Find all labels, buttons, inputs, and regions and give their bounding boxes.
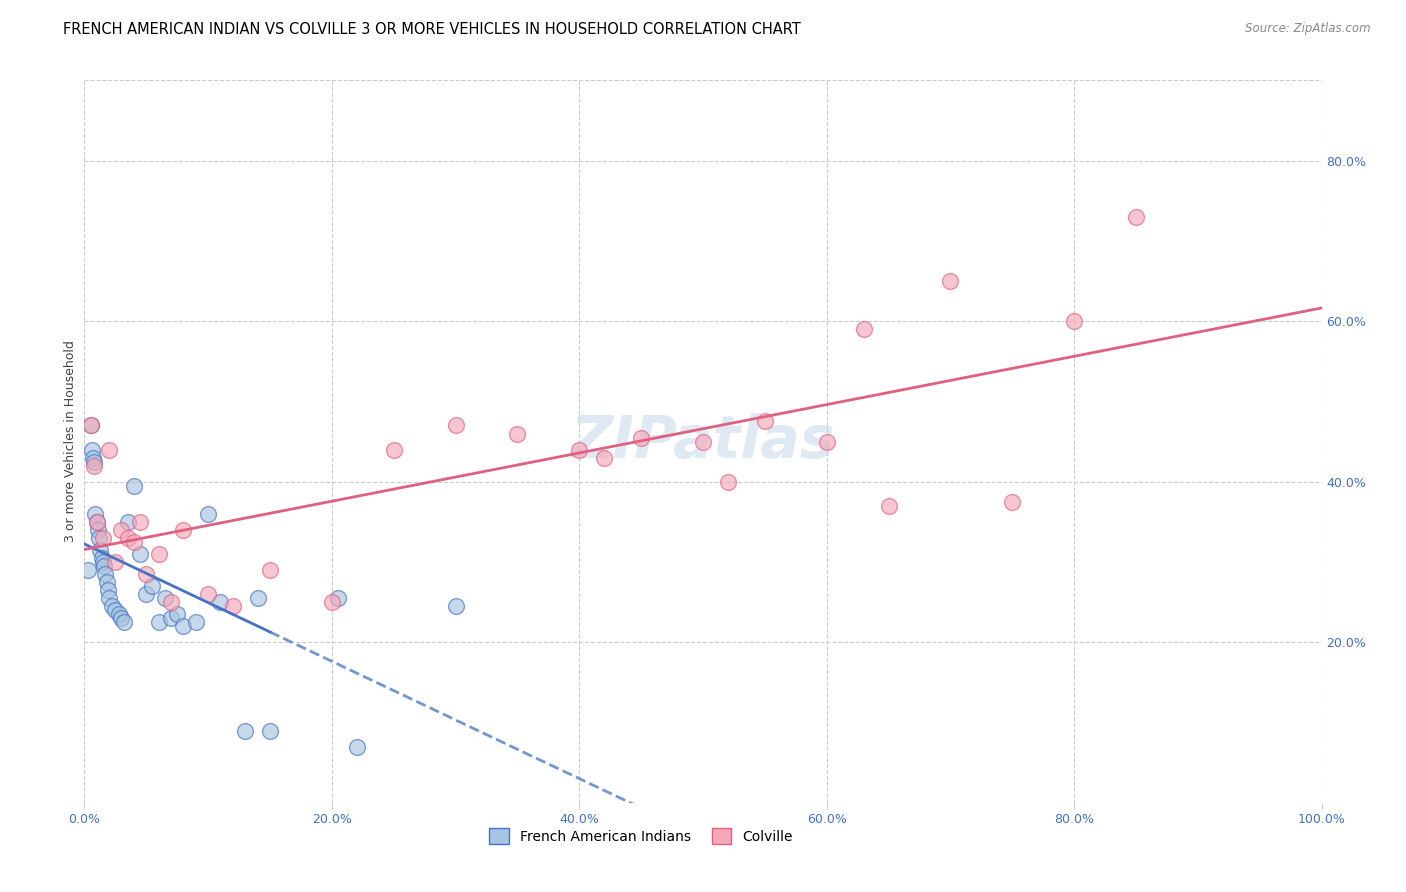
Point xyxy=(1063,314,1085,328)
Y-axis label: 3 or more Vehicles in Household: 3 or more Vehicles in Household xyxy=(65,341,77,542)
Point xyxy=(197,587,219,601)
Point xyxy=(717,475,740,489)
Point xyxy=(321,595,343,609)
Legend: French American Indians, Colville: French American Indians, Colville xyxy=(484,823,799,850)
Point xyxy=(246,591,269,605)
Text: Source: ZipAtlas.com: Source: ZipAtlas.com xyxy=(1246,22,1371,36)
Point xyxy=(209,595,232,609)
Point xyxy=(90,550,112,566)
Point xyxy=(98,591,121,605)
Point xyxy=(568,442,591,457)
Point xyxy=(83,458,105,473)
Point xyxy=(79,418,101,433)
Point xyxy=(84,507,107,521)
Point xyxy=(141,579,163,593)
Point xyxy=(593,450,616,465)
Point xyxy=(82,450,104,465)
Text: FRENCH AMERICAN INDIAN VS COLVILLE 3 OR MORE VEHICLES IN HOUSEHOLD CORRELATION C: FRENCH AMERICAN INDIAN VS COLVILLE 3 OR … xyxy=(63,22,801,37)
Point xyxy=(97,583,120,598)
Point xyxy=(172,619,194,633)
Point xyxy=(117,531,139,545)
Point xyxy=(754,414,776,428)
Point xyxy=(100,599,122,614)
Point xyxy=(98,442,121,457)
Point xyxy=(91,555,114,569)
Point xyxy=(110,611,132,625)
Point xyxy=(346,739,368,754)
Point xyxy=(104,555,127,569)
Point xyxy=(939,274,962,288)
Point xyxy=(89,542,111,557)
Point xyxy=(815,434,838,449)
Point xyxy=(89,531,111,545)
Point xyxy=(148,547,170,561)
Point xyxy=(444,418,467,433)
Point xyxy=(166,607,188,621)
Point xyxy=(692,434,714,449)
Point xyxy=(122,534,145,549)
Point xyxy=(197,507,219,521)
Point xyxy=(1125,210,1147,224)
Point xyxy=(1001,494,1024,508)
Point xyxy=(80,442,103,457)
Point xyxy=(94,567,117,582)
Point xyxy=(630,430,652,444)
Point xyxy=(110,523,132,537)
Point xyxy=(160,611,183,625)
Point xyxy=(112,615,135,630)
Point xyxy=(326,591,349,605)
Point xyxy=(79,418,101,433)
Point xyxy=(153,591,176,605)
Point xyxy=(108,607,131,621)
Point xyxy=(86,515,108,529)
Point xyxy=(86,515,108,529)
Point xyxy=(135,587,157,601)
Point xyxy=(129,515,152,529)
Point xyxy=(87,523,110,537)
Point xyxy=(172,523,194,537)
Point xyxy=(83,454,105,468)
Point xyxy=(506,426,529,441)
Point xyxy=(129,547,152,561)
Point xyxy=(148,615,170,630)
Point xyxy=(444,599,467,614)
Point xyxy=(93,558,115,573)
Point xyxy=(135,567,157,582)
Text: ZIPatlas: ZIPatlas xyxy=(571,413,835,470)
Point xyxy=(117,515,139,529)
Point xyxy=(122,478,145,492)
Point xyxy=(104,603,127,617)
Point xyxy=(77,563,100,577)
Point xyxy=(91,531,114,545)
Point xyxy=(184,615,207,630)
Point xyxy=(259,723,281,738)
Point xyxy=(852,322,875,336)
Point xyxy=(259,563,281,577)
Point xyxy=(96,574,118,589)
Point xyxy=(877,499,900,513)
Point xyxy=(222,599,245,614)
Point xyxy=(382,442,405,457)
Point xyxy=(233,723,256,738)
Point xyxy=(160,595,183,609)
